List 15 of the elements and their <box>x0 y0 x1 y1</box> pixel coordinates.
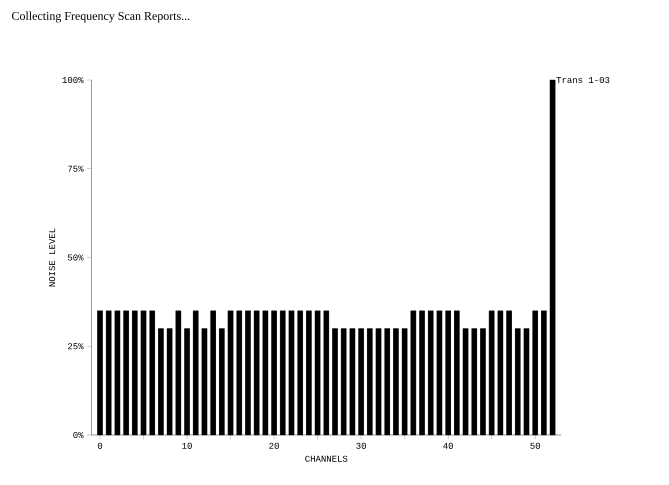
y-tick-label: 25% <box>68 343 84 350</box>
x-tick-label: 50 <box>530 442 540 449</box>
chart-title: Collecting Frequency Scan Reports... <box>12 12 190 22</box>
x-tick-label: 30 <box>356 442 366 449</box>
annotation: Trans 1-03 <box>556 76 610 84</box>
y-tick-label: 100% <box>62 76 84 84</box>
y-tick-label: 0% <box>73 432 84 438</box>
x-tick-label: 10 <box>182 442 192 449</box>
y-axis-title: NOISE LEVEL <box>49 228 56 286</box>
x-tick-label: 40 <box>443 442 453 449</box>
x-axis-title: CHANNELS <box>305 456 348 462</box>
x-tick-label: 0 <box>98 442 102 449</box>
x-tick-label: 20 <box>269 442 279 449</box>
y-tick-label: 75% <box>68 166 84 172</box>
y-tick-label: 50% <box>68 254 84 261</box>
